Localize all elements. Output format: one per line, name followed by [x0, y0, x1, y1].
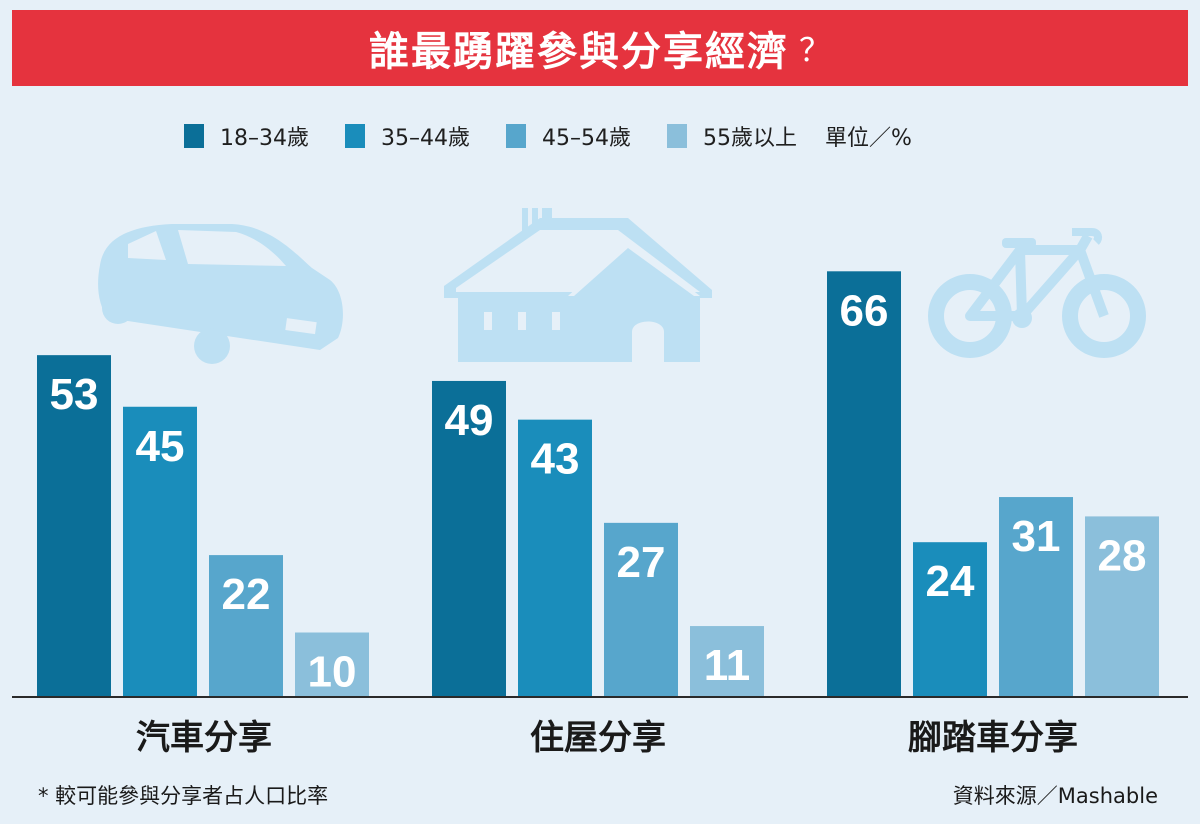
bar [432, 380, 506, 697]
legend-swatch [506, 124, 526, 148]
bar-value-label: 10 [308, 648, 357, 697]
bar-value-label: 53 [50, 370, 99, 419]
bar-value-label: 27 [617, 538, 666, 587]
bar-value-label: 22 [222, 570, 271, 619]
legend-item: 18–34歲 [184, 120, 309, 152]
bar [690, 626, 764, 697]
bar-value-label: 45 [136, 422, 185, 471]
category-label-house: 住屋分享 [530, 718, 666, 758]
bars: 53 45 22 10 49 43 27 11 66 24 31 28 [37, 271, 1159, 697]
bar-value-label: 28 [1098, 531, 1147, 580]
bar-value-label: 49 [445, 396, 494, 445]
bar [37, 355, 111, 697]
bar [604, 522, 678, 697]
bar [999, 497, 1073, 697]
legend-label: 35–44歲 [381, 126, 470, 151]
legend-swatch [345, 124, 365, 148]
legend-label: 55歲以上 [703, 126, 797, 151]
bar [913, 542, 987, 697]
unit-label: 單位／% [825, 126, 912, 151]
footnote: * 較可能參與分享者占人口比率 [38, 784, 329, 808]
legend-item: 55歲以上 [667, 120, 797, 152]
legend-item: 45–54歲 [506, 120, 631, 152]
legend-swatch [667, 124, 687, 148]
category-label-car: 汽車分享 [136, 718, 272, 758]
bar [295, 632, 369, 697]
legend-label: 18–34歲 [220, 126, 309, 151]
chart-title: 誰最踴躍參與分享經濟 [368, 29, 789, 75]
legend-item: 35–44歲 [345, 120, 470, 152]
title-banner: 誰最踴躍參與分享經濟 ？ [12, 10, 1188, 86]
car-icon [98, 224, 343, 364]
legend-swatch [184, 124, 204, 148]
legend-label: 45–54歲 [542, 126, 631, 151]
bar [1085, 516, 1159, 697]
bar-value-label: 31 [1012, 512, 1061, 561]
source-note: 資料來源／Mashable [952, 784, 1158, 808]
legend: 18–34歲 35–44歲 45–54歲 55歲以上 單位／% [184, 118, 912, 154]
bar-value-label: 11 [704, 641, 751, 690]
bar [209, 555, 283, 697]
bar [827, 271, 901, 697]
bar [518, 419, 592, 697]
bicycle-icon [928, 228, 1146, 358]
bar-value-label: 24 [926, 557, 975, 606]
bar-value-label: 66 [840, 286, 889, 335]
category-label-bike: 腳踏車分享 [908, 718, 1078, 758]
bar [123, 406, 197, 697]
house-icon [444, 208, 712, 362]
chart-title-mark: ？ [798, 31, 831, 69]
bar-value-label: 43 [531, 435, 580, 484]
